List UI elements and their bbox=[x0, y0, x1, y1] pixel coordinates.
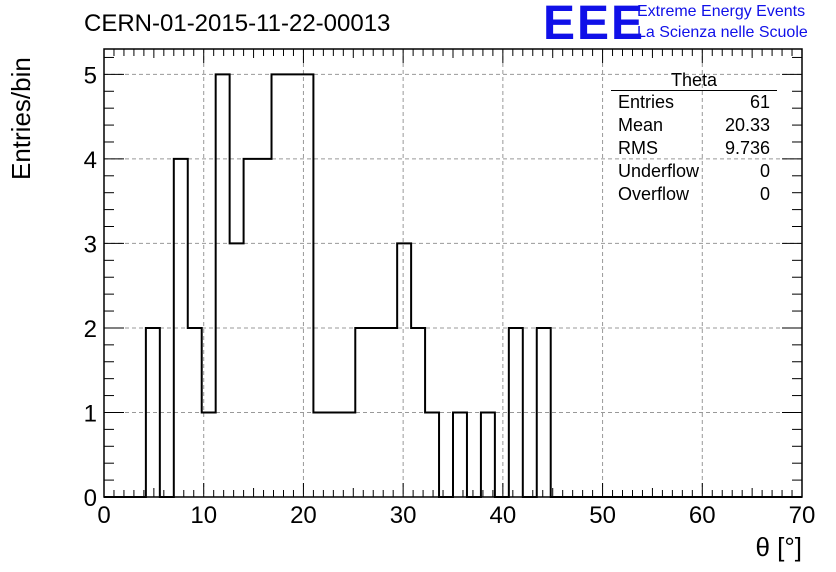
stats-value: 0 bbox=[759, 184, 770, 204]
x-tick-labels: 0 10 20 30 40 50 60 70 bbox=[97, 502, 815, 529]
y-tick-label: 2 bbox=[84, 316, 97, 343]
histogram-bin bbox=[230, 243, 244, 497]
x-tick-label: 40 bbox=[490, 502, 517, 529]
x-tick-label: 30 bbox=[390, 502, 417, 529]
histogram-bars bbox=[146, 74, 551, 497]
stats-value: 0 bbox=[759, 161, 770, 181]
y-tick-label: 0 bbox=[84, 485, 97, 512]
x-tick-label: 10 bbox=[190, 502, 217, 529]
y-tick-label: 1 bbox=[84, 400, 97, 427]
histogram-bin bbox=[272, 74, 286, 497]
histogram-outline bbox=[104, 73, 802, 498]
stats-label: Entries bbox=[618, 92, 675, 112]
histogram-bin bbox=[453, 412, 467, 497]
plot-frame bbox=[103, 48, 803, 498]
y-tick-labels: 0 1 2 3 4 5 bbox=[84, 62, 97, 512]
chart-title: CERN-01-2015-11-22-00013 bbox=[84, 10, 391, 37]
histogram-bin bbox=[397, 243, 411, 497]
histogram-bin bbox=[481, 412, 495, 497]
histogram-bin bbox=[327, 412, 341, 497]
y-axis-label: Entries/bin bbox=[6, 57, 36, 180]
x-tick-label: 70 bbox=[789, 502, 816, 529]
histogram-bin bbox=[299, 74, 313, 497]
stats-row-overflow: Overflow 0 bbox=[611, 183, 777, 206]
y-tick-label: 5 bbox=[84, 62, 97, 89]
y-tick-label: 4 bbox=[84, 147, 97, 174]
stats-box: Theta Entries 61 Mean 20.33 RMS 9.736 Un… bbox=[611, 70, 777, 206]
histogram-bin bbox=[425, 412, 439, 497]
x-axis-label: θ [°] bbox=[755, 532, 802, 562]
histogram-bin bbox=[285, 74, 299, 497]
stats-row-underflow: Underflow 0 bbox=[611, 160, 777, 183]
x-tick-label: 50 bbox=[589, 502, 616, 529]
stats-label: RMS bbox=[618, 138, 658, 158]
histogram-bin bbox=[313, 412, 327, 497]
stats-title: Theta bbox=[611, 70, 777, 91]
stats-value: 20.33 bbox=[724, 115, 770, 135]
histogram-bin bbox=[216, 74, 230, 497]
x-tick-label: 60 bbox=[689, 502, 716, 529]
stats-row-rms: RMS 9.736 bbox=[611, 137, 777, 160]
stats-row-entries: Entries 61 bbox=[611, 91, 777, 114]
stats-row-mean: Mean 20.33 bbox=[611, 114, 777, 137]
logo-caption-line1: Extreme Energy Events bbox=[637, 3, 806, 20]
stats-label: Underflow bbox=[618, 161, 700, 181]
histogram-bin bbox=[341, 412, 355, 497]
grid-lines bbox=[104, 49, 802, 497]
stats-label: Mean bbox=[618, 115, 664, 135]
stats-value: 9.736 bbox=[724, 138, 770, 158]
x-tick-label: 20 bbox=[290, 502, 317, 529]
x-tick-label: 0 bbox=[97, 502, 110, 529]
axis-ticks bbox=[103, 49, 803, 498]
stats-value: 61 bbox=[749, 92, 770, 112]
y-tick-label: 3 bbox=[84, 231, 97, 258]
logo-caption-line2: La Scienza nelle Scuole bbox=[637, 24, 808, 41]
eee-logo: EEE bbox=[543, 0, 646, 50]
stats-label: Overflow bbox=[618, 184, 690, 204]
